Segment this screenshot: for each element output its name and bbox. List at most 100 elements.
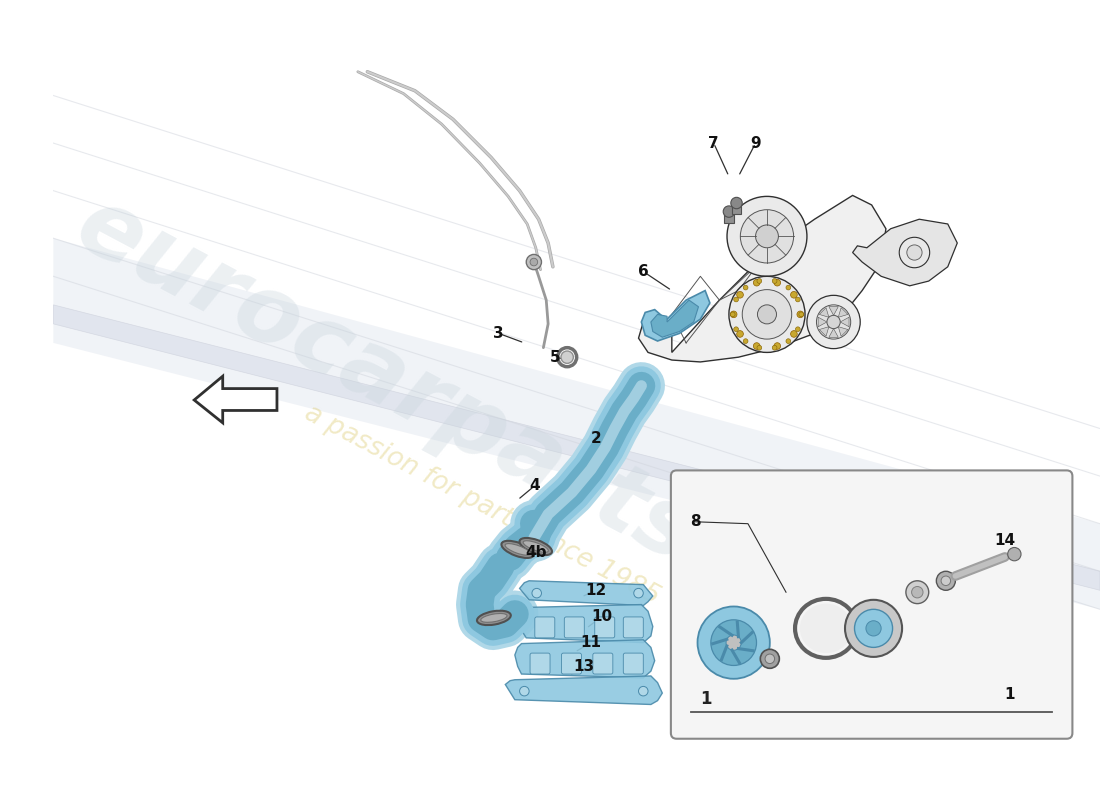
Circle shape [845,600,902,657]
Bar [724,212,734,223]
Circle shape [737,330,744,338]
Text: 12: 12 [585,582,606,598]
Text: 1: 1 [701,690,712,709]
Circle shape [791,291,798,298]
Polygon shape [519,605,652,642]
Text: 4: 4 [529,478,540,493]
Circle shape [723,206,735,218]
Circle shape [936,571,956,590]
Text: 11: 11 [581,635,602,650]
Text: 4b: 4b [525,545,547,560]
Ellipse shape [519,538,552,555]
Polygon shape [505,676,662,705]
Circle shape [791,330,798,338]
Text: 13: 13 [574,659,595,674]
Circle shape [906,245,922,260]
Circle shape [766,654,774,663]
Text: 7: 7 [708,135,719,150]
Circle shape [774,279,781,286]
Ellipse shape [505,543,530,555]
Ellipse shape [481,614,507,622]
Text: 10: 10 [591,610,612,625]
Polygon shape [838,326,848,336]
Circle shape [730,311,737,318]
FancyBboxPatch shape [593,653,613,674]
Polygon shape [638,195,886,362]
Circle shape [740,210,793,263]
FancyBboxPatch shape [595,617,615,638]
Text: 9: 9 [750,135,761,150]
Polygon shape [818,317,827,326]
Polygon shape [828,329,838,338]
Text: eurocarparts: eurocarparts [60,178,712,583]
Circle shape [774,342,781,350]
Circle shape [742,290,792,339]
Polygon shape [838,308,848,318]
Circle shape [727,196,807,276]
Circle shape [711,620,757,666]
Ellipse shape [502,541,534,558]
Text: 2: 2 [591,430,601,446]
Circle shape [638,686,648,696]
Polygon shape [641,290,710,341]
Circle shape [855,610,892,647]
Text: 6: 6 [638,264,649,279]
FancyBboxPatch shape [530,653,550,674]
Circle shape [730,312,735,317]
Polygon shape [651,300,698,338]
Circle shape [730,198,743,209]
Circle shape [807,295,860,349]
Circle shape [757,278,761,283]
Text: 5: 5 [550,350,560,365]
Circle shape [754,342,760,350]
Polygon shape [820,308,829,318]
Circle shape [827,315,840,329]
FancyBboxPatch shape [624,653,644,674]
Circle shape [734,327,738,332]
Text: a passion for parts since 1985: a passion for parts since 1985 [299,400,663,610]
Polygon shape [54,305,1100,590]
Polygon shape [852,219,957,286]
Circle shape [866,621,881,636]
Circle shape [796,311,804,318]
Text: 3: 3 [493,326,504,341]
Circle shape [726,635,741,650]
Ellipse shape [524,541,548,552]
FancyBboxPatch shape [564,617,584,638]
Circle shape [799,312,804,317]
Circle shape [772,278,777,283]
Circle shape [786,286,791,290]
Circle shape [795,297,800,302]
Circle shape [697,606,770,678]
Circle shape [760,650,779,668]
FancyBboxPatch shape [671,470,1072,738]
Circle shape [734,297,738,302]
Polygon shape [195,376,277,423]
Circle shape [532,588,541,598]
Circle shape [530,258,538,266]
Circle shape [1008,547,1021,561]
Polygon shape [828,306,838,315]
Circle shape [757,346,761,350]
Circle shape [519,686,529,696]
Polygon shape [840,317,849,326]
Text: 1: 1 [1004,687,1015,702]
Circle shape [754,279,760,286]
Circle shape [912,586,923,598]
Polygon shape [820,326,829,336]
Circle shape [744,286,748,290]
Circle shape [795,327,800,332]
FancyBboxPatch shape [535,617,554,638]
Circle shape [906,581,928,604]
Text: 14: 14 [994,534,1015,548]
Circle shape [786,338,791,343]
Circle shape [744,338,748,343]
Circle shape [758,305,777,324]
Ellipse shape [561,351,573,363]
Circle shape [737,291,744,298]
Circle shape [729,276,805,353]
Circle shape [942,576,950,586]
Bar [732,203,741,214]
Circle shape [772,346,777,350]
Circle shape [756,225,779,248]
